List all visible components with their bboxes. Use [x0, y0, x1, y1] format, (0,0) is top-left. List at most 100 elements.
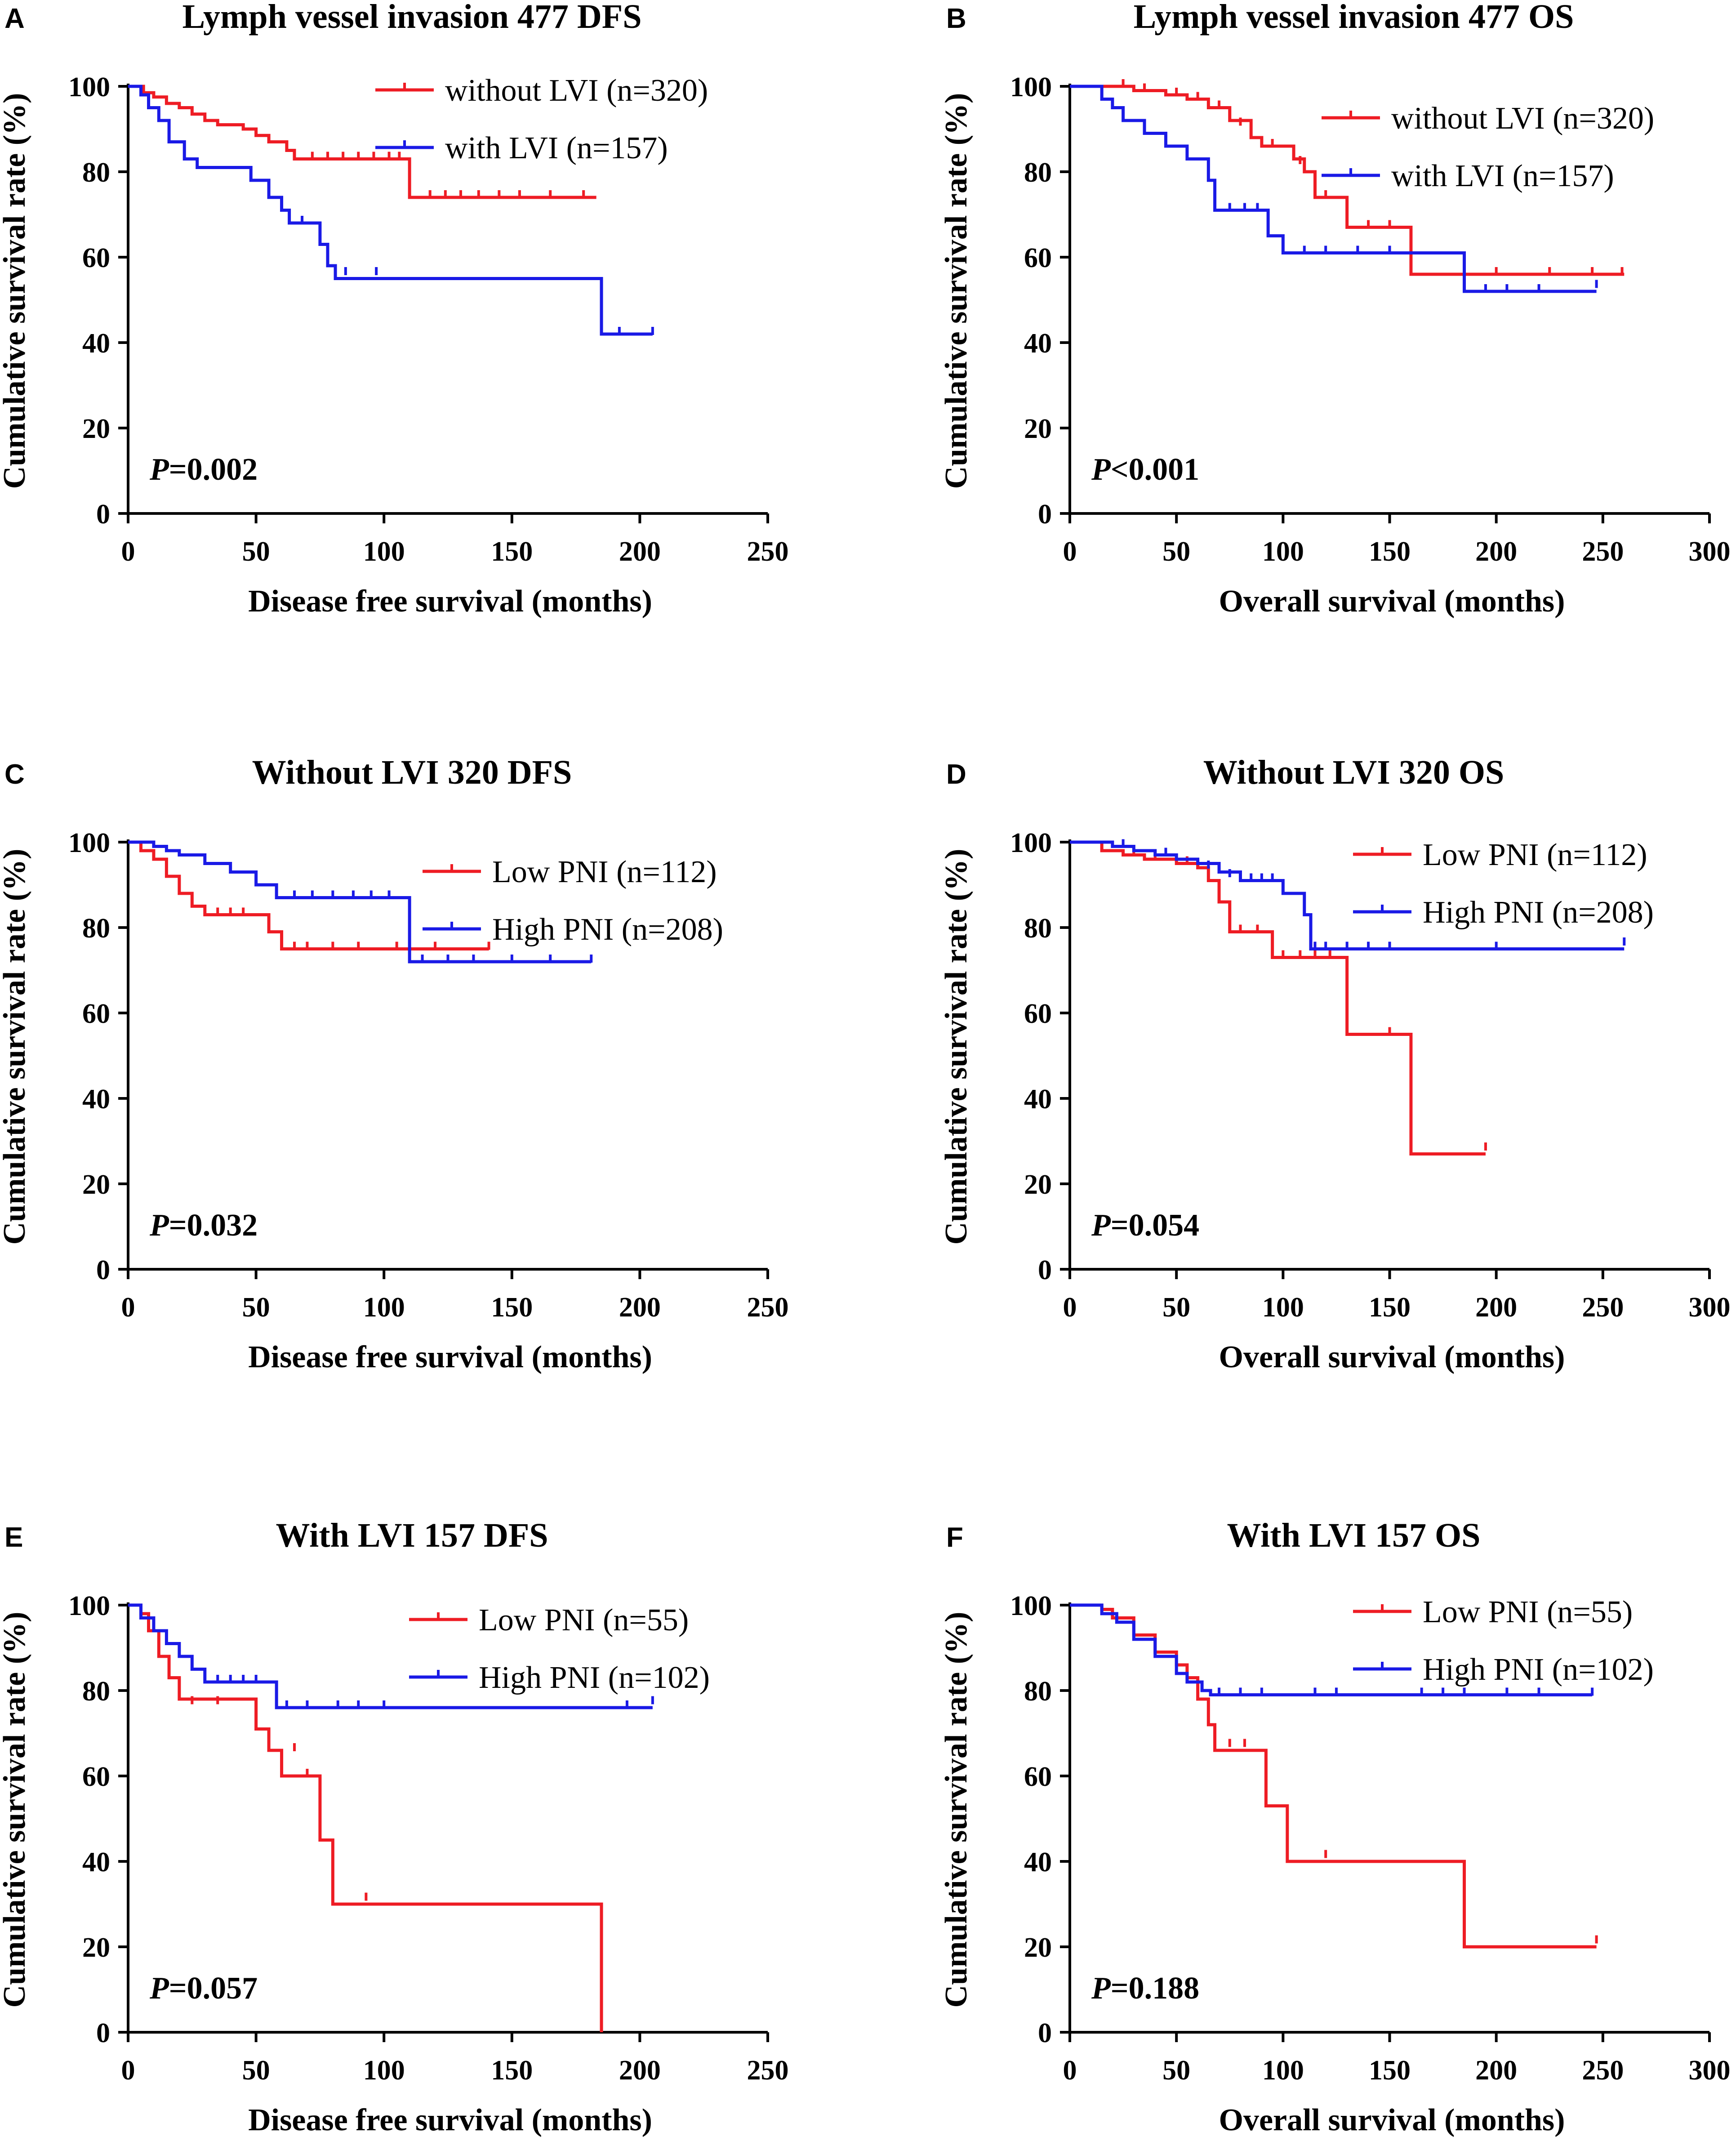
x-tick-label: 150	[1369, 1292, 1411, 1323]
x-axis-label: Disease free survival (months)	[248, 1340, 652, 1374]
p-value-symbol: P	[1091, 452, 1111, 487]
panel-c: C Without LVI 320 DFS 0 20 40 60 80 100 0 50 100 15…	[0, 754, 789, 1374]
legend-label: Low PNI (n=55)	[479, 1603, 689, 1637]
x-tick-label: 200	[619, 536, 661, 567]
chart-title: Without LVI 320 OS	[1203, 754, 1504, 791]
y-tick-label: 20	[1024, 1169, 1052, 1200]
y-tick-label: 100	[1010, 1591, 1052, 1621]
p-value: P=0.002	[149, 452, 258, 487]
x-tick-label: 150	[491, 2055, 533, 2086]
x-tick-label: 50	[1162, 2055, 1190, 2086]
y-tick-label: 80	[1024, 913, 1052, 944]
x-axis-label: Disease free survival (months)	[248, 584, 652, 619]
p-value-symbol: P	[149, 1971, 169, 2006]
x-tick-label: 100	[363, 1292, 405, 1323]
y-tick-label: 20	[82, 414, 110, 444]
y-tick-label: 0	[96, 499, 110, 530]
km-step-line	[128, 1603, 653, 1709]
p-value-number: =0.057	[169, 1971, 258, 2006]
x-tick-label: 50	[242, 2055, 270, 2086]
y-tick-label: 100	[68, 1591, 110, 1621]
p-value: P=0.057	[149, 1971, 258, 2006]
y-axis-label: Cumulative survival rate (%)	[939, 849, 974, 1245]
x-tick-label: 200	[1475, 2055, 1517, 2086]
km-step-line	[1070, 840, 1486, 1156]
y-tick-label: 0	[1038, 499, 1052, 530]
x-tick-label: 200	[619, 2055, 661, 2086]
x-tick-label: 150	[491, 536, 533, 567]
y-tick-label: 40	[1024, 328, 1052, 359]
series-red-curve	[128, 85, 596, 199]
y-tick-label: 60	[82, 999, 110, 1029]
y-tick-label: 60	[1024, 243, 1052, 273]
legend-label: without LVI (n=320)	[445, 73, 708, 108]
x-tick-label: 250	[1582, 2055, 1624, 2086]
x-tick-label: 150	[1369, 536, 1411, 567]
km-step-line	[128, 85, 653, 336]
x-tick-label: 300	[1689, 2055, 1731, 2086]
x-tick-label: 250	[1582, 536, 1624, 567]
y-axis-label: Cumulative survival rate (%)	[0, 1612, 32, 2008]
x-tick-label: 100	[363, 536, 405, 567]
legend-label: with LVI (n=157)	[445, 131, 668, 165]
x-tick-label: 50	[242, 1292, 270, 1323]
x-axis-label: Disease free survival (months)	[248, 2103, 652, 2137]
y-tick-label: 0	[1038, 2018, 1052, 2048]
legend-label: with LVI (n=157)	[1391, 159, 1614, 193]
x-tick-label: 250	[747, 536, 789, 567]
x-tick-label: 100	[1262, 536, 1304, 567]
x-tick-label: 50	[1162, 536, 1190, 567]
series-blue-curve	[128, 85, 654, 336]
panel-b: B Lymph vessel invasion 477 OS 0 20 40 60 80 10…	[939, 0, 1731, 619]
chart-title: With LVI 157 OS	[1227, 1517, 1481, 1554]
km-step-line	[128, 840, 489, 950]
x-tick-label: 0	[1063, 536, 1077, 567]
y-tick-label: 40	[1024, 1847, 1052, 1878]
y-tick-label: 40	[82, 1084, 110, 1115]
p-value-number: =0.002	[169, 452, 258, 487]
km-step-line	[1070, 85, 1597, 293]
y-tick-label: 20	[82, 1169, 110, 1200]
km-step-line	[128, 840, 592, 964]
x-tick-label: 300	[1689, 1292, 1731, 1323]
panel-letter: F	[946, 1522, 963, 1553]
x-tick-label: 0	[121, 536, 135, 567]
legend-label: High PNI (n=102)	[479, 1660, 710, 1695]
y-tick-label: 40	[82, 1847, 110, 1878]
y-tick-label: 0	[1038, 1255, 1052, 1285]
chart-title: With LVI 157 DFS	[276, 1517, 548, 1554]
legend-label: High PNI (n=208)	[1423, 895, 1654, 930]
x-tick-label: 250	[1582, 1292, 1624, 1323]
panel-letter: B	[946, 3, 966, 34]
y-tick-label: 80	[82, 1676, 110, 1707]
panel-letter: A	[4, 3, 25, 34]
series-red-curve	[1070, 840, 1487, 1156]
y-tick-label: 100	[68, 72, 110, 103]
y-tick-label: 60	[1024, 999, 1052, 1029]
panel-e: E With LVI 157 DFS 0 20 40 60 80 100 0 50 100 150 20…	[0, 1517, 789, 2137]
series-blue-curve	[1070, 1603, 1594, 1696]
p-value-number: =0.188	[1111, 1971, 1199, 2006]
p-value-number: =0.032	[169, 1208, 258, 1243]
p-value-symbol: P	[1091, 1208, 1111, 1243]
x-tick-label: 0	[121, 2055, 135, 2086]
y-tick-label: 0	[96, 1255, 110, 1285]
y-tick-label: 80	[1024, 157, 1052, 188]
km-step-line	[1070, 85, 1625, 276]
chart-title: Lymph vessel invasion 477 OS	[1134, 0, 1574, 36]
x-tick-label: 200	[1475, 1292, 1517, 1323]
legend-label: High PNI (n=208)	[492, 912, 723, 947]
y-tick-label: 100	[1010, 828, 1052, 858]
x-axis-label: Overall survival (months)	[1219, 584, 1565, 619]
y-tick-label: 80	[1024, 1676, 1052, 1707]
x-axis-label: Overall survival (months)	[1219, 1340, 1565, 1374]
series-red-curve	[128, 840, 490, 950]
y-axis-label: Cumulative survival rate (%)	[0, 93, 32, 489]
y-tick-label: 20	[1024, 414, 1052, 444]
km-step-line	[1070, 1603, 1593, 1696]
x-tick-label: 300	[1689, 536, 1731, 567]
y-axis-label: Cumulative survival rate (%)	[939, 93, 974, 489]
y-tick-label: 80	[82, 913, 110, 944]
y-tick-label: 60	[82, 1762, 110, 1792]
